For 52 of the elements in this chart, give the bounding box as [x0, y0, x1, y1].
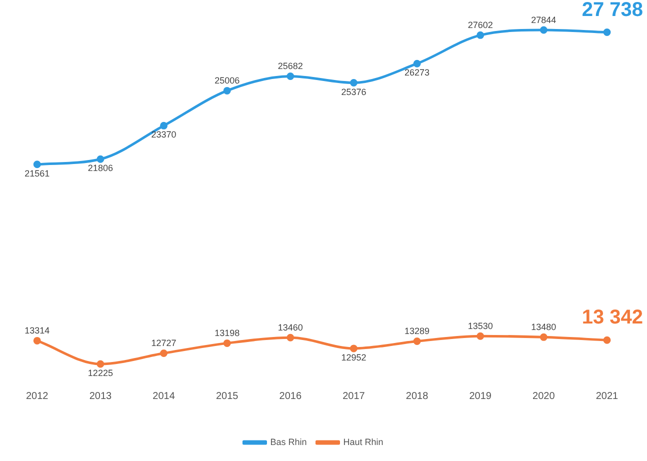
x-tick-label: 2013 — [89, 390, 112, 402]
x-tick-label: 2017 — [342, 390, 366, 402]
data-label: 12727 — [151, 338, 176, 348]
point — [350, 344, 358, 352]
point — [223, 339, 231, 347]
data-label: 25682 — [278, 61, 303, 72]
data-label: 13460 — [278, 322, 303, 333]
point — [96, 360, 104, 368]
data-label: 25376 — [341, 86, 366, 97]
data-label: 25006 — [214, 76, 240, 86]
data-label: 27602 — [468, 20, 493, 30]
point — [540, 333, 548, 341]
point — [160, 122, 168, 130]
data-label: 27 738 — [582, 0, 643, 21]
data-label: 21561 — [24, 168, 50, 178]
data-label: 26273 — [404, 68, 430, 78]
point — [413, 60, 421, 68]
data-label: 27844 — [531, 14, 556, 25]
data-label: 12952 — [341, 352, 366, 362]
legend-label: Bas Rhin — [270, 436, 307, 447]
x-tick-label: 2014 — [152, 390, 176, 402]
point — [286, 334, 294, 342]
x-tick-label: 2015 — [216, 390, 239, 402]
x-tick-label: 2018 — [406, 390, 429, 402]
data-label: 13198 — [214, 328, 240, 338]
data-label: 13 342 — [582, 306, 643, 329]
data-label: 21806 — [88, 163, 113, 174]
x-tick-label: 2012 — [26, 390, 49, 402]
x-tick-label: 2016 — [279, 390, 302, 402]
x-tick-label: 2020 — [532, 390, 556, 402]
point — [540, 26, 548, 34]
point — [413, 337, 421, 345]
point — [96, 155, 104, 163]
data-label: 13480 — [531, 322, 556, 332]
point — [286, 72, 294, 80]
point — [350, 79, 358, 87]
point — [476, 31, 484, 39]
point — [603, 336, 611, 344]
point — [33, 160, 41, 168]
legend-label: Haut Rhin — [343, 436, 384, 447]
point — [33, 336, 41, 344]
data-label: 13289 — [404, 326, 430, 336]
point — [223, 86, 231, 94]
x-tick-label: 2021 — [596, 390, 619, 402]
point — [160, 350, 168, 358]
data-label: 23370 — [151, 130, 176, 140]
data-label: 12225 — [88, 368, 113, 378]
data-label: 13314 — [24, 326, 50, 336]
x-tick-label: 2019 — [469, 390, 492, 402]
point — [603, 28, 611, 36]
data-label: 13530 — [468, 321, 493, 332]
point — [476, 332, 484, 340]
